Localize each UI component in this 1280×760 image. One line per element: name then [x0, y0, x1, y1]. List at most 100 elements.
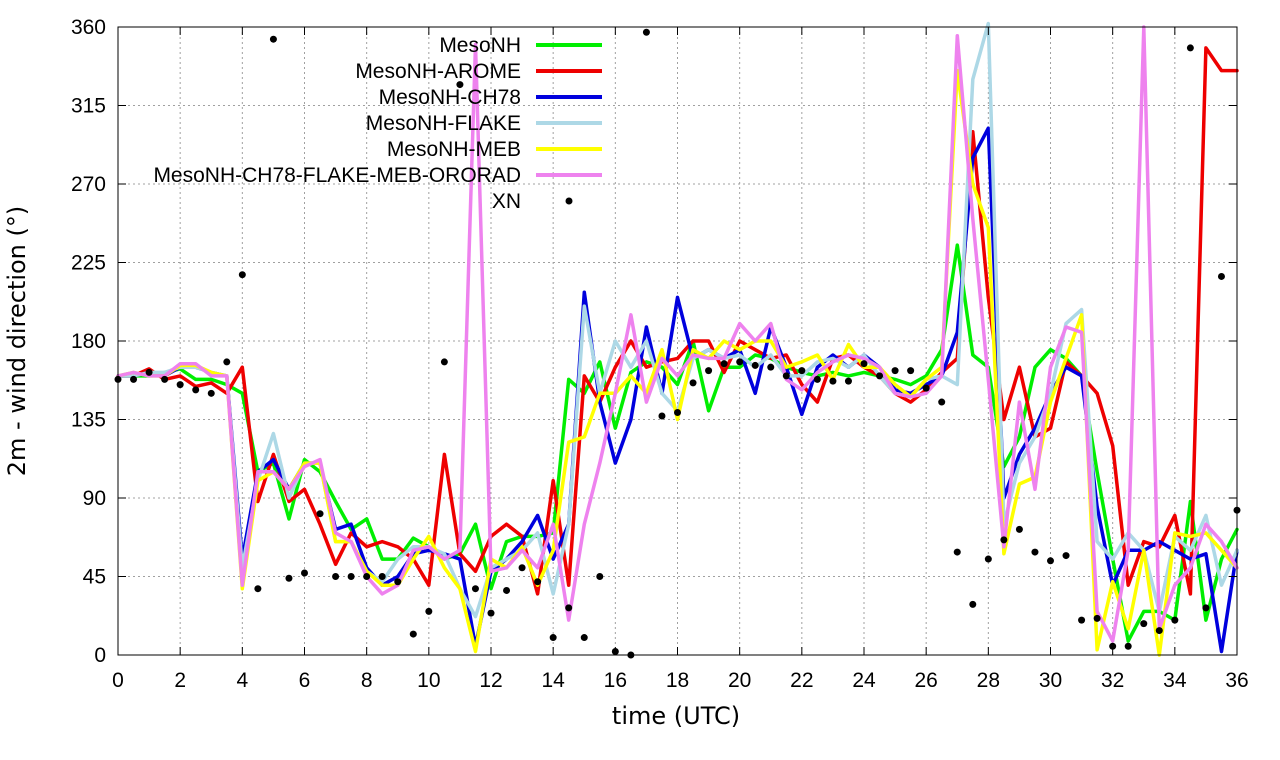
- xn-point: [565, 604, 573, 612]
- y-tick-label: 180: [71, 330, 106, 353]
- xn-point: [1015, 525, 1023, 533]
- xn-point: [176, 381, 184, 389]
- xn-point: [316, 510, 324, 518]
- x-tick-label: 0: [112, 669, 124, 692]
- legend-label: MesoNH-AROME: [355, 60, 521, 83]
- xn-point: [394, 578, 402, 586]
- legend-label: MesoNH-FLAKE: [366, 112, 521, 135]
- xn-point: [1140, 620, 1148, 628]
- xn-point: [922, 384, 930, 392]
- xn-point: [130, 375, 138, 383]
- x-tick-label: 4: [236, 669, 248, 692]
- legend-label: MesoNH-CH78-FLAKE-MEB-ORORAD: [153, 164, 521, 187]
- x-tick-label: 6: [299, 669, 311, 692]
- x-tick-label: 24: [852, 669, 876, 692]
- xn-point: [736, 358, 744, 366]
- x-tick-label: 28: [977, 669, 1000, 692]
- xn-point: [907, 367, 915, 375]
- xn-point: [487, 609, 495, 617]
- x-tick-label: 32: [1101, 669, 1124, 692]
- legend-label: MesoNH-MEB: [387, 138, 521, 161]
- xn-point: [534, 578, 542, 586]
- y-tick-label: 135: [71, 409, 106, 432]
- xn-point: [860, 360, 868, 368]
- y-tick-label: 90: [83, 487, 106, 510]
- xn-point: [549, 634, 557, 642]
- x-tick-label: 30: [1039, 669, 1062, 692]
- legend-label: XN: [492, 190, 521, 213]
- xn-point: [1093, 614, 1101, 622]
- y-tick-label: 0: [94, 644, 106, 667]
- xn-point: [1202, 604, 1210, 612]
- xn-scatter-points: [114, 28, 1241, 659]
- xn-point: [223, 358, 231, 366]
- xn-point: [798, 367, 806, 375]
- xn-point: [471, 585, 479, 593]
- xn-point: [938, 398, 946, 406]
- xn-point: [285, 574, 293, 582]
- y-tick-label: 360: [71, 16, 106, 39]
- xn-point: [503, 586, 511, 594]
- legend-label: MesoNH-CH78: [379, 86, 521, 109]
- xn-point: [1217, 272, 1225, 280]
- xn-point: [1124, 642, 1132, 650]
- x-tick-label: 16: [604, 669, 627, 692]
- xn-point: [161, 375, 169, 383]
- xn-point: [347, 573, 355, 580]
- xn-point: [425, 607, 433, 615]
- x-tick-label: 8: [361, 669, 373, 692]
- x-tick-label: 36: [1225, 669, 1248, 692]
- xn-point: [891, 367, 899, 375]
- xn-point: [145, 368, 153, 376]
- xn-point: [440, 358, 448, 366]
- x-tick-label: 12: [479, 669, 502, 692]
- xn-point: [720, 360, 728, 368]
- xn-point: [332, 573, 340, 580]
- xn-point: [1171, 616, 1179, 624]
- xn-point: [844, 377, 852, 385]
- xn-point: [301, 569, 308, 577]
- xn-point: [705, 367, 713, 375]
- xn-point: [674, 409, 681, 417]
- xn-point: [829, 377, 837, 385]
- x-tick-label: 22: [790, 669, 813, 692]
- xn-point: [456, 81, 464, 89]
- y-axis-label: 2m - wind direction (°): [3, 206, 31, 476]
- xn-point: [876, 372, 884, 380]
- y-tick-label: 270: [71, 173, 106, 196]
- xn-point: [782, 372, 790, 380]
- y-tick-label: 45: [83, 566, 106, 589]
- xn-point: [580, 634, 588, 642]
- xn-point: [1000, 536, 1008, 544]
- xn-point: [269, 35, 277, 43]
- xn-point: [953, 548, 961, 556]
- x-tick-label: 26: [914, 669, 937, 692]
- series-line-0: [116, 243, 1239, 643]
- xn-point: [207, 389, 215, 397]
- xn-point: [751, 361, 759, 369]
- x-axis-label: time (UTC): [612, 702, 740, 730]
- x-tick-label: 2: [174, 669, 186, 692]
- legend: MesoNH MesoNH-AROME MesoNH-CH78 MesoNH-FLAK…: [153, 34, 602, 213]
- xn-point: [1062, 552, 1070, 560]
- xn-point: [363, 573, 371, 580]
- xn-point: [518, 564, 526, 572]
- xn-point: [1078, 616, 1086, 624]
- xn-point: [238, 271, 246, 279]
- xn-point: [1186, 44, 1194, 52]
- x-tick-label: 14: [541, 669, 565, 692]
- xn-point: [813, 375, 821, 383]
- xn-point: [192, 386, 200, 394]
- y-tick-label: 225: [71, 252, 106, 275]
- x-tick-label: 18: [666, 669, 689, 692]
- x-tick-label: 10: [417, 669, 440, 692]
- xn-point: [984, 555, 992, 563]
- xn-point: [1031, 548, 1039, 556]
- xn-point: [378, 573, 386, 580]
- series-line-4: [116, 68, 1239, 657]
- series-line-1: [116, 46, 1239, 596]
- legend-swatch: [565, 197, 573, 205]
- series-line-5: [116, 25, 1239, 643]
- x-tick-label: 20: [728, 669, 751, 692]
